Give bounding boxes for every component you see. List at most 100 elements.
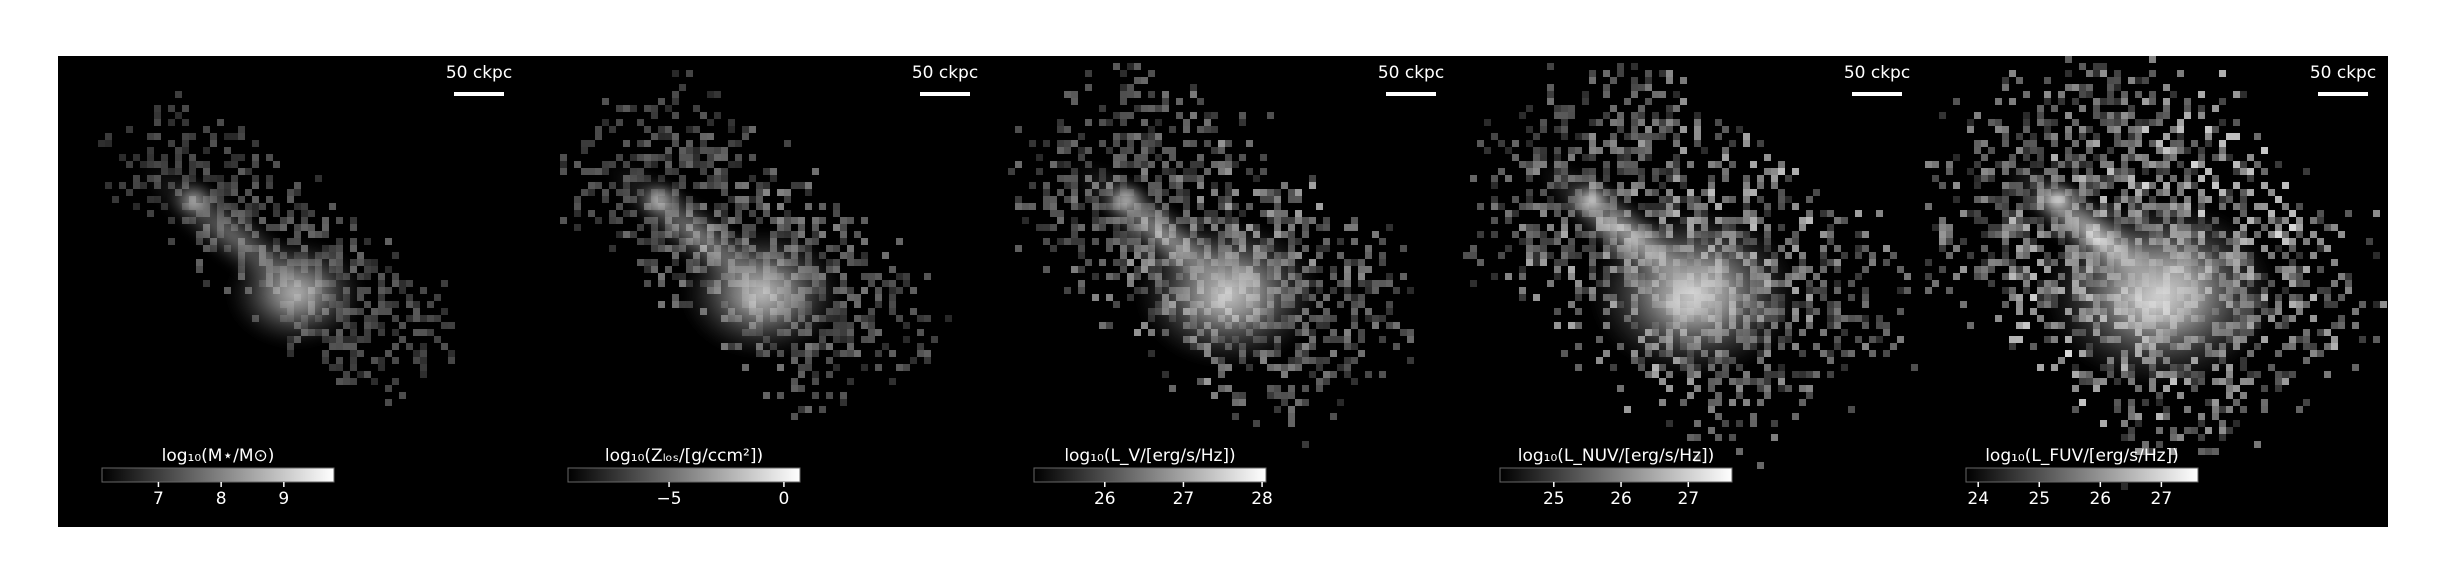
pixel	[1148, 105, 1155, 112]
pixel	[308, 210, 315, 217]
pixel	[2177, 161, 2184, 168]
pixel	[1778, 189, 1785, 196]
pixel	[1148, 140, 1155, 147]
pixel	[1141, 161, 1148, 168]
pixel	[1561, 105, 1568, 112]
pixel	[672, 70, 679, 77]
pixel	[1799, 399, 1806, 406]
pixel	[2079, 182, 2086, 189]
pixel	[2289, 224, 2296, 231]
pixel	[2079, 378, 2086, 385]
pixel	[238, 126, 245, 133]
pixel	[1533, 154, 1540, 161]
pixel	[1680, 77, 1687, 84]
pixel	[805, 203, 812, 210]
pixel	[1771, 175, 1778, 182]
pixel	[1589, 147, 1596, 154]
pixel	[1295, 364, 1302, 371]
pixel	[1897, 308, 1904, 315]
pixel	[1631, 63, 1638, 70]
pixel	[1820, 280, 1827, 287]
pixel	[1645, 126, 1652, 133]
pixel	[2163, 406, 2170, 413]
pixel	[728, 161, 735, 168]
pixel	[1708, 196, 1715, 203]
pixel	[2044, 126, 2051, 133]
pixel	[1974, 217, 1981, 224]
pixel	[1603, 112, 1610, 119]
pixel	[2177, 126, 2184, 133]
pixel	[1939, 224, 1946, 231]
pixel	[2275, 350, 2282, 357]
pixel	[1806, 287, 1813, 294]
pixel	[2030, 147, 2037, 154]
pixel	[1225, 210, 1232, 217]
pixel	[1078, 224, 1085, 231]
pixel	[2331, 259, 2338, 266]
pixel	[1659, 91, 1666, 98]
pixel	[1848, 294, 1855, 301]
pixel	[903, 336, 910, 343]
pixel	[2170, 175, 2177, 182]
pixel	[1554, 105, 1561, 112]
pixel	[2296, 231, 2303, 238]
pixel	[1232, 392, 1239, 399]
pixel	[189, 133, 196, 140]
pixel	[1792, 343, 1799, 350]
pixel	[2079, 161, 2086, 168]
pixel	[1820, 294, 1827, 301]
pixel	[1204, 112, 1211, 119]
pixel	[2030, 294, 2037, 301]
pixel	[2142, 126, 2149, 133]
pixel	[2030, 245, 2037, 252]
pixel	[812, 392, 819, 399]
pixel	[2086, 168, 2093, 175]
pixel	[1351, 357, 1358, 364]
pixel	[2016, 147, 2023, 154]
pixel	[1057, 175, 1064, 182]
pixel	[1673, 119, 1680, 126]
pixel	[2121, 91, 2128, 98]
pixel	[2282, 182, 2289, 189]
pixel	[2002, 203, 2009, 210]
pixel	[2156, 119, 2163, 126]
pixel	[735, 196, 742, 203]
pixel	[2373, 252, 2380, 259]
pixel	[672, 112, 679, 119]
pixel	[1176, 161, 1183, 168]
pixel	[2142, 189, 2149, 196]
pixel	[1239, 119, 1246, 126]
pixel	[2128, 126, 2135, 133]
pixel	[1715, 378, 1722, 385]
pixel	[238, 196, 245, 203]
pixel	[777, 224, 784, 231]
pixel	[2324, 371, 2331, 378]
pixel	[1232, 189, 1239, 196]
pixel	[756, 182, 763, 189]
pixel	[1043, 182, 1050, 189]
pixel	[1589, 70, 1596, 77]
pixel	[2331, 224, 2338, 231]
pixel	[1869, 350, 1876, 357]
pixel	[2072, 364, 2079, 371]
pixel	[924, 315, 931, 322]
pixel	[378, 357, 385, 364]
pixel	[1022, 203, 1029, 210]
pixel	[896, 238, 903, 245]
pixel	[1218, 196, 1225, 203]
pixel	[1120, 84, 1127, 91]
pixel	[2163, 84, 2170, 91]
pixel	[2289, 238, 2296, 245]
pixel	[1722, 420, 1729, 427]
pixel	[1491, 175, 1498, 182]
pixel	[1162, 105, 1169, 112]
pixel	[2135, 420, 2142, 427]
pixel	[1330, 329, 1337, 336]
colorbar-tick-label: 26	[1610, 489, 1632, 509]
pixel	[364, 238, 371, 245]
pixel	[1869, 336, 1876, 343]
pixel	[1750, 420, 1757, 427]
pixel	[791, 217, 798, 224]
